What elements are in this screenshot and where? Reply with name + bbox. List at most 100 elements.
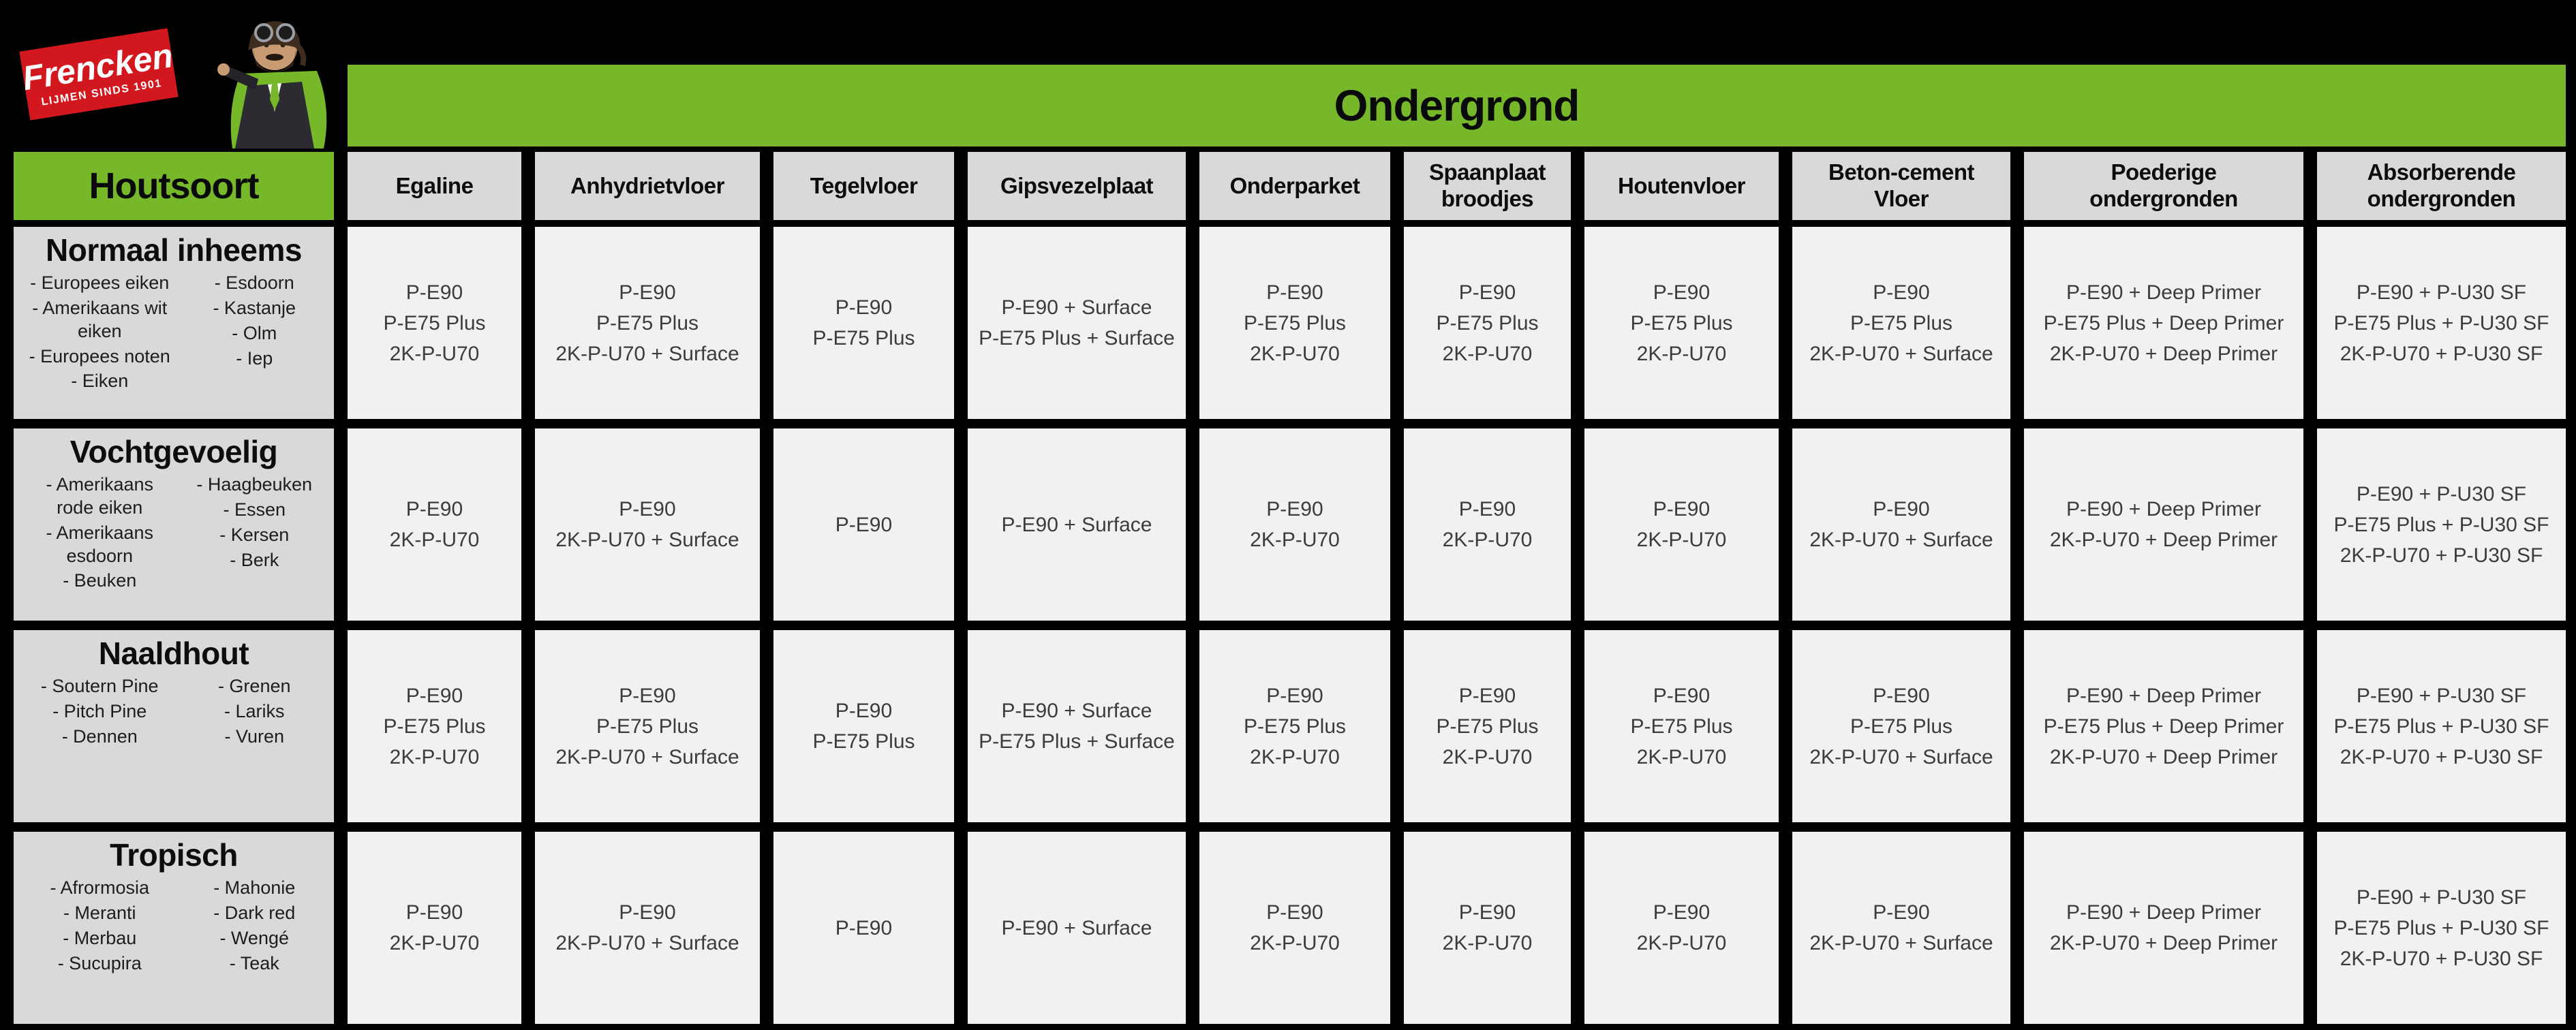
wood-item: - Lariks — [224, 701, 285, 722]
product-cell: P-E90 P-E75 Plus 2K-P-U70 — [1404, 630, 1571, 822]
houtsoort-category-cell: Vochtgevoelig - Amerikaans rode eiken - Am… — [14, 428, 334, 621]
product-cell: P-E90 + P-U30 SF P-E75 Plus + P-U30 SF 2K-… — [2317, 630, 2566, 822]
wood-item: - Sucupira — [57, 952, 142, 973]
product-line: 2K-P-U70 — [1636, 529, 1727, 551]
product-cell: P-E90 2K-P-U70 — [348, 832, 521, 1024]
column-header: Anhydrietvloer — [535, 152, 760, 220]
product-line: 2K-P-U70 — [1250, 745, 1340, 768]
product-cell: P-E90 P-E75 Plus 2K-P-U70 — [1404, 227, 1571, 419]
product-line: 2K-P-U70 + P-U30 SF — [2340, 342, 2543, 365]
product-line: P-E75 Plus + P-U30 SF — [2333, 311, 2549, 334]
product-line: P-E90 — [1653, 498, 1711, 520]
product-cell: P-E90 P-E75 Plus 2K-P-U70 + Surface — [535, 630, 760, 822]
product-line: 2K-P-U70 + Surface — [1809, 932, 1993, 954]
wood-item: - Eiken — [71, 371, 129, 392]
wood-item: - Essen — [223, 499, 286, 520]
product-cell: P-E90 + Surface — [968, 428, 1186, 621]
product-line: P-E90 + P-U30 SF — [2356, 281, 2527, 304]
product-line: P-E90 — [1266, 684, 1323, 707]
product-line: P-E75 Plus + P-U30 SF — [2333, 513, 2549, 536]
product-cell: P-E90 2K-P-U70 + Surface — [1792, 832, 2010, 1024]
product-cell: P-E90 P-E75 Plus — [773, 227, 954, 419]
product-line: P-E90 — [1266, 281, 1323, 304]
product-line: P-E75 Plus — [1850, 715, 1953, 738]
wood-item: - Amerikaans esdoorn — [46, 522, 153, 566]
product-line: P-E90 — [835, 916, 893, 939]
product-cell: P-E90 + Surface P-E75 Plus + Surface — [968, 227, 1186, 419]
mascot-image — [217, 21, 327, 149]
column-header: Spaanplaat broodjes — [1404, 152, 1571, 220]
product-line: P-E75 Plus + P-U30 SF — [2333, 715, 2549, 738]
product-line: 2K-P-U70 + Surface — [555, 529, 739, 551]
product-cell: P-E90 2K-P-U70 + Surface — [535, 428, 760, 621]
product-line: P-E90 — [835, 296, 893, 319]
wood-item: - Pitch Pine — [52, 701, 147, 722]
category-title: Normaal inheems — [46, 232, 302, 268]
wood-item: - Europees eiken — [30, 272, 170, 294]
product-line: 2K-P-U70 — [1250, 342, 1340, 365]
product-line: P-E90 — [1873, 684, 1930, 707]
product-line: P-E75 Plus — [1436, 311, 1539, 334]
product-cell: P-E90 2K-P-U70 — [348, 428, 521, 621]
product-cell: P-E90 — [773, 428, 954, 621]
product-line: P-E75 Plus + Surface — [979, 730, 1175, 753]
product-cell: P-E90 + Deep Primer 2K-P-U70 + Deep Prime… — [2024, 428, 2303, 621]
product-line: P-E90 + Deep Primer — [2066, 498, 2261, 520]
wood-item: - Iep — [236, 347, 273, 369]
product-line: 2K-P-U70 + Surface — [1809, 529, 1993, 551]
product-line: P-E90 + P-U30 SF — [2356, 886, 2527, 909]
wood-item: - Olm — [232, 322, 277, 343]
product-cell: P-E90 + P-U30 SF P-E75 Plus + P-U30 SF 2K-… — [2317, 832, 2566, 1024]
product-line: P-E90 — [1873, 281, 1930, 304]
product-line: P-E90 + Surface — [1001, 296, 1152, 319]
product-cell: P-E90 P-E75 Plus 2K-P-U70 — [1584, 630, 1779, 822]
column-header: Tegelvloer — [773, 152, 954, 220]
product-line: P-E90 + Deep Primer — [2066, 901, 2261, 924]
product-cell: P-E90 + P-U30 SF P-E75 Plus + P-U30 SF 2K-… — [2317, 227, 2566, 419]
product-cell: P-E90 2K-P-U70 + Surface — [1792, 428, 2010, 621]
product-line: P-E75 Plus — [383, 715, 486, 738]
table-row: Normaal inheems - Europees eiken - Amerika… — [14, 227, 2566, 419]
houtsoort-category-cell: Normaal inheems - Europees eiken - Amerika… — [14, 227, 334, 419]
product-line: P-E90 — [1266, 901, 1323, 924]
substrate-wood-table: Ondergrond Houtsoort Egaline Anhydrietvlo… — [14, 65, 2566, 1030]
category-title: Vochtgevoelig — [70, 434, 278, 469]
product-line: P-E90 — [1653, 281, 1711, 304]
product-line: P-E90 — [405, 684, 463, 707]
wood-item: - Esdoorn — [214, 272, 294, 294]
table-body: Normaal inheems - Europees eiken - Amerika… — [14, 227, 2566, 1024]
column-header: Gipsvezelplaat — [968, 152, 1186, 220]
product-cell: P-E90 P-E75 Plus 2K-P-U70 — [348, 227, 521, 419]
column-header: Onderparket — [1199, 152, 1390, 220]
product-line: 2K-P-U70 + Surface — [555, 745, 739, 768]
product-cell: P-E90 + Surface P-E75 Plus + Surface — [968, 630, 1186, 822]
table-row: Tropisch - Afrormosia - Meranti - Merbau - S… — [14, 832, 2566, 1024]
top-left-spacer — [14, 65, 334, 146]
product-line: 2K-P-U70 — [1250, 529, 1340, 551]
product-cell: P-E90 — [773, 832, 954, 1024]
product-cell: P-E90 + Deep Primer 2K-P-U70 + Deep Prime… — [2024, 832, 2303, 1024]
product-line: 2K-P-U70 + P-U30 SF — [2340, 745, 2543, 768]
wood-list: - Europees eiken - Amerikaans wit eiken - … — [14, 272, 334, 419]
column-header: Egaline — [348, 152, 521, 220]
product-line: P-E90 + Surface — [1001, 513, 1152, 536]
product-cell: P-E90 + Deep Primer P-E75 Plus + Deep Pri… — [2024, 630, 2303, 822]
product-cell: P-E90 2K-P-U70 — [1404, 428, 1571, 621]
wood-item: - Dark red — [213, 903, 296, 924]
wood-item: - Kastanje — [213, 298, 296, 319]
product-line: 2K-P-U70 — [1636, 932, 1727, 954]
wood-item: - Europees noten — [29, 345, 170, 366]
product-cell: P-E90 + Surface — [968, 832, 1186, 1024]
product-cell: P-E90 2K-P-U70 — [1199, 428, 1390, 621]
houtsoort-category-cell: Naaldhout - Soutern Pine - Pitch Pine - Den… — [14, 630, 334, 822]
product-line: P-E75 Plus — [1850, 311, 1953, 334]
product-line: P-E90 + Surface — [1001, 700, 1152, 722]
product-line: P-E75 Plus + P-U30 SF — [2333, 916, 2549, 939]
column-header-row: Houtsoort Egaline Anhydrietvloer Tegelvloe… — [14, 152, 2566, 220]
wood-item: - Teak — [229, 952, 279, 973]
product-line: P-E90 + P-U30 SF — [2356, 482, 2527, 505]
houtsoort-header: Houtsoort — [14, 152, 334, 220]
product-line: P-E90 — [619, 684, 676, 707]
product-line: P-E90 — [1873, 498, 1930, 520]
wood-item: - Soutern Pine — [40, 676, 159, 697]
